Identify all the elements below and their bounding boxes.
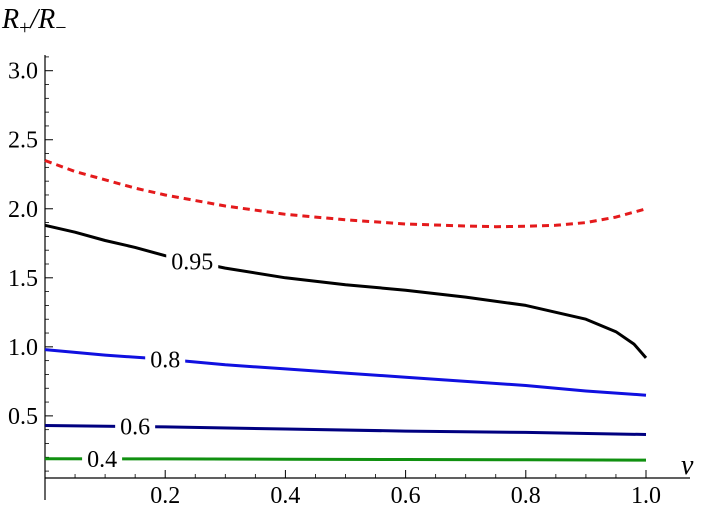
curve-label-bg xyxy=(166,248,219,273)
series-line-1 xyxy=(44,223,648,359)
label-layer: 0.95 0.8 0.60.4 xyxy=(82,248,219,473)
series-line-0 xyxy=(44,159,647,229)
curve-label: 0.6 xyxy=(120,415,150,441)
y-tick-label: 0.5 xyxy=(8,404,38,430)
curve-label-bg xyxy=(145,346,186,371)
x-tick-label: 0.6 xyxy=(391,483,421,509)
y-tick-label: 2.5 xyxy=(8,128,38,154)
x-tick-label: 0.2 xyxy=(150,483,180,509)
series-line-2 xyxy=(44,348,647,397)
curve-label: 0.95 xyxy=(171,249,213,275)
x-tick-label: 0.4 xyxy=(270,483,300,509)
y-tick-label: 2.0 xyxy=(8,197,38,223)
curve-label-bg xyxy=(115,413,156,438)
x-tick-label: 0.8 xyxy=(511,483,541,509)
x-tick-label: 1.0 xyxy=(631,483,661,509)
y-tick-label: 3.0 xyxy=(8,59,38,85)
y-tick-label: 1.0 xyxy=(8,335,38,361)
x-ticks: 0.2 0.4 0.6 0.8 1.0 xyxy=(74,470,661,509)
curve-label: 0.8 xyxy=(150,347,180,373)
y-tick-label: 1.5 xyxy=(8,266,38,292)
y-ticks: 0.5 1.0 1.5 2.0 2.5 3.0 xyxy=(8,56,53,472)
curve-label-bg xyxy=(82,445,123,470)
y-axis-title: R+/R− xyxy=(1,4,67,39)
x-axis-title: ν xyxy=(681,450,694,481)
axes: 0.2 0.4 0.6 0.8 1.0 0.51.01.52.02.53.0 xyxy=(8,55,690,509)
series-line-4 xyxy=(44,457,647,462)
curve-label: 0.4 xyxy=(87,447,117,473)
